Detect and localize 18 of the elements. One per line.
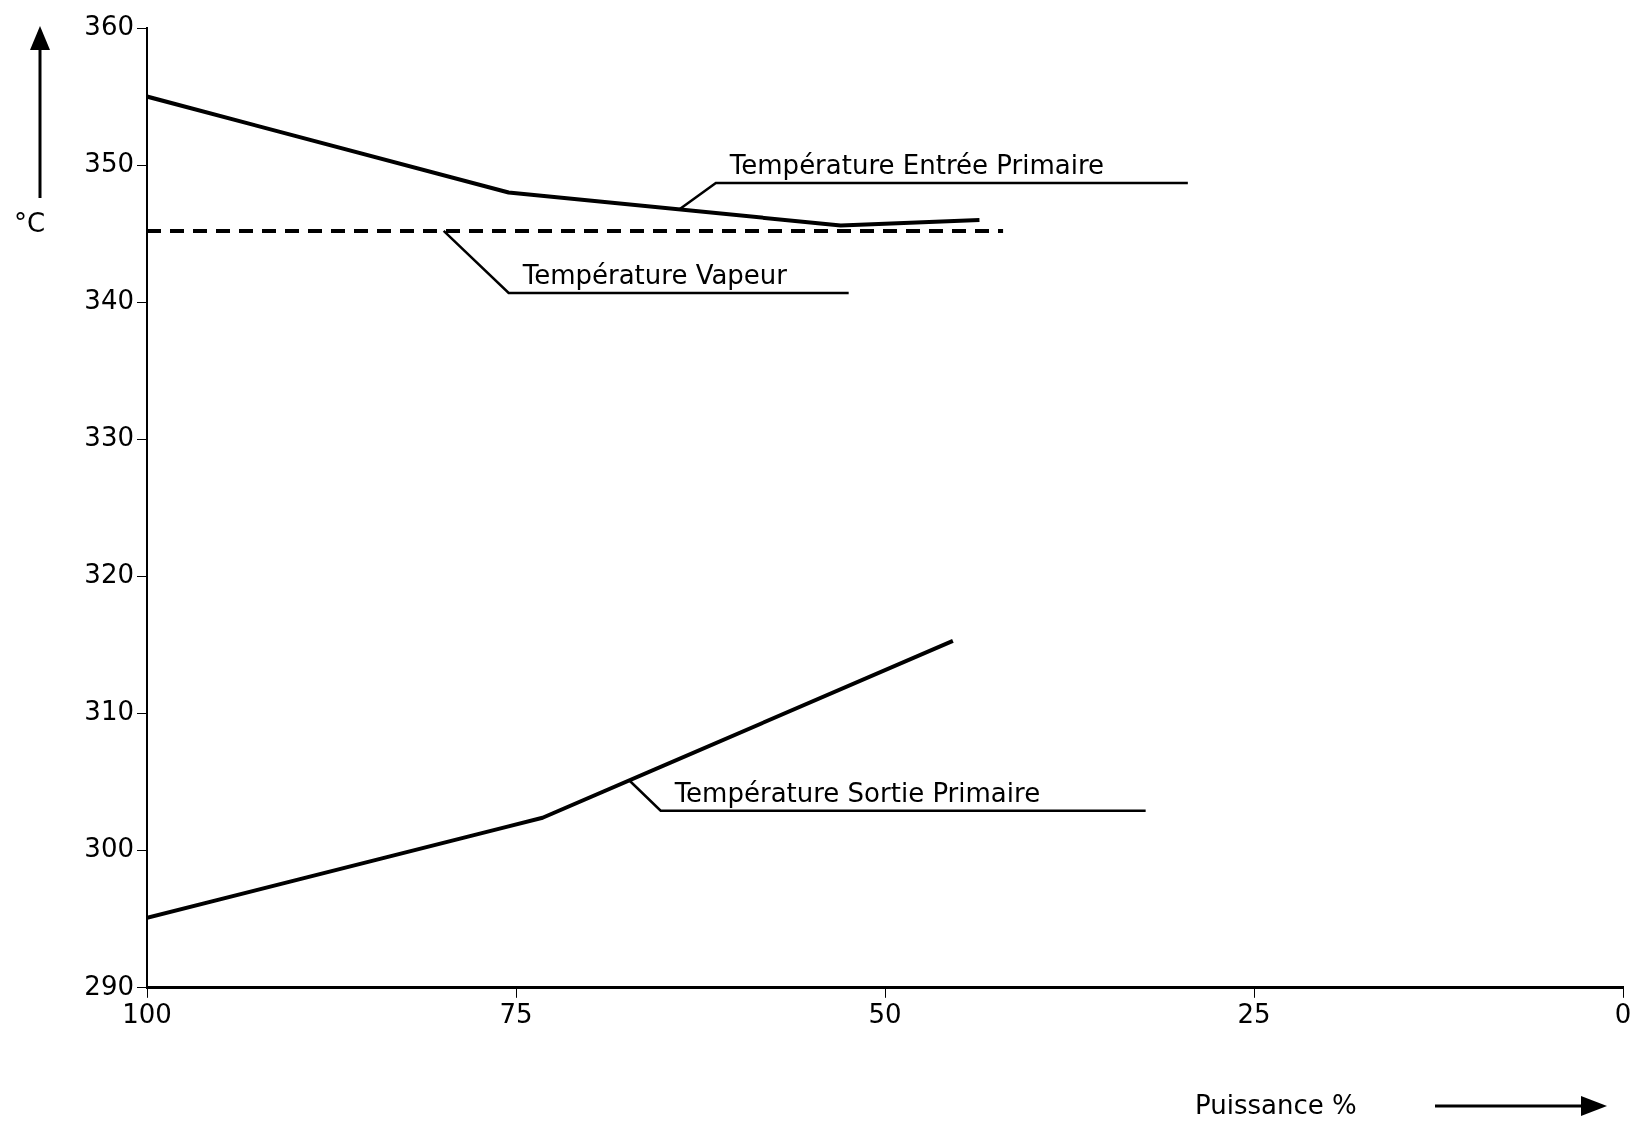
x-tick-label: 100 xyxy=(122,999,172,1030)
y-tick-label: 290 xyxy=(84,970,134,1001)
x-tick-label: 50 xyxy=(868,999,902,1030)
y-tick-label: 300 xyxy=(84,833,134,864)
x-tick-label: 0 xyxy=(1614,999,1632,1030)
y-axis-title: °C xyxy=(14,208,46,238)
y-tick-label: 340 xyxy=(84,284,134,315)
y-tick-label: 310 xyxy=(84,696,134,727)
annotation: Température Vapeur xyxy=(521,259,788,290)
y-tick-label: 360 xyxy=(84,10,134,41)
y-tick-label: 350 xyxy=(84,147,134,178)
x-tick-label: 25 xyxy=(1237,999,1271,1030)
annotation: Température Entrée Primaire xyxy=(728,149,1105,180)
x-tick-label: 75 xyxy=(499,999,533,1030)
y-tick-label: 330 xyxy=(84,422,134,453)
y-tick-label: 320 xyxy=(84,559,134,590)
x-axis-title: Puissance % xyxy=(1195,1090,1357,1120)
annotation: Température Sortie Primaire xyxy=(673,777,1041,808)
